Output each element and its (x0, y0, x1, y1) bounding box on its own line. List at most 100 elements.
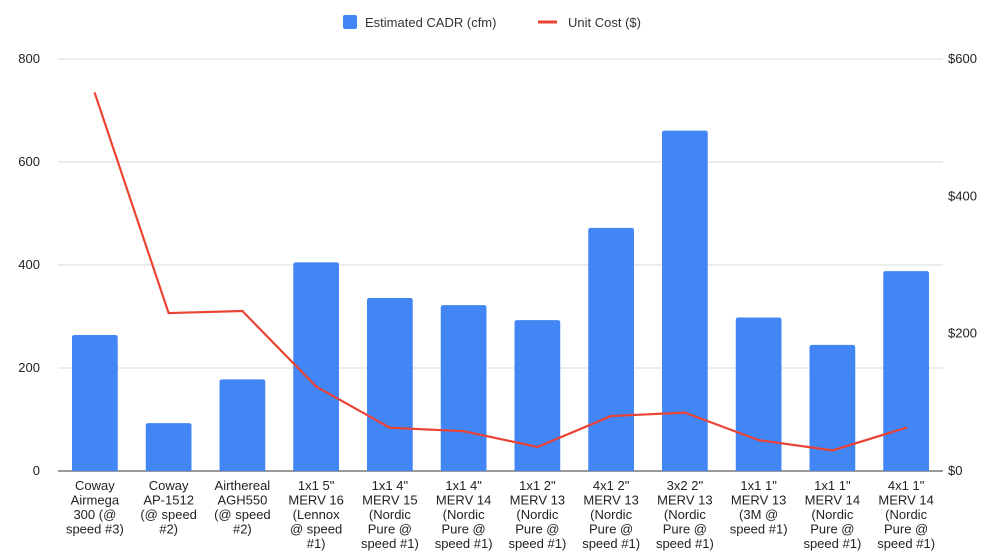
line-point[interactable] (536, 445, 539, 449)
left-axis-tick-label: 600 (18, 154, 40, 169)
bar[interactable] (145, 423, 192, 471)
category-label-line: speed #1) (361, 536, 419, 551)
category-label: 3x2 2" MERV 13 (Nordic Pure @ speed #1) (656, 478, 714, 551)
bar[interactable] (72, 335, 118, 471)
line-point[interactable] (757, 438, 760, 442)
category-label-line: speed #1) (730, 522, 788, 537)
bar[interactable] (514, 320, 561, 471)
right-axis-tick-label: $0 (948, 463, 962, 478)
bar[interactable] (293, 262, 339, 471)
category-label-line: speed #3) (66, 522, 124, 537)
category-label-line: MERV 15 (362, 493, 417, 508)
right-axis-tick-label: $600 (948, 51, 977, 66)
category-label-line: (Nordic (516, 507, 558, 522)
category-label-line: MERV 14 (805, 493, 860, 508)
line-point[interactable] (462, 429, 465, 433)
line-point[interactable] (831, 449, 834, 452)
category-label-line: speed #1) (508, 536, 566, 551)
category-label-line: MERV 13 (583, 493, 638, 508)
bar[interactable] (440, 305, 487, 471)
category-label-line: (Nordic (369, 507, 411, 522)
left-axis-tick-label: 400 (18, 257, 40, 272)
category-label-line: #1) (307, 536, 326, 551)
line-point[interactable] (388, 426, 392, 429)
bar[interactable] (367, 297, 413, 471)
category-label-line: Pure @ (515, 522, 559, 537)
category-label-line: (@ speed (140, 507, 197, 522)
category-label-line: speed #1) (877, 536, 935, 551)
bar[interactable] (883, 271, 929, 471)
category-label-line: MERV 16 (288, 493, 343, 508)
category-label-line: Coway (149, 478, 189, 493)
left-axis-tick-label: 0 (33, 463, 40, 478)
category-label-line: MERV 13 (510, 493, 565, 508)
category-label: 1x1 1" MERV 13 (3M @ speed #1) (730, 478, 788, 537)
category-label: 1x1 5" MERV 16 (Lennox @ speed #1) (288, 478, 343, 551)
category-label-line: speed #1) (656, 536, 714, 551)
left-axis-tick-label: 800 (18, 51, 40, 66)
category-label: 1x1 2" MERV 13 (Nordic Pure @ speed #1) (508, 478, 566, 551)
category-label-line: MERV 13 (657, 493, 712, 508)
legend-swatch-cadr (343, 15, 357, 29)
line-point[interactable] (167, 311, 170, 315)
category-label-line: MERV 14 (878, 493, 933, 508)
category-label: 1x1 4" MERV 14 (Nordic Pure @ speed #1) (435, 478, 493, 551)
category-label-line: (Nordic (885, 507, 927, 522)
left-axis-tick-label: 200 (18, 360, 40, 375)
category-label-line: 300 (@ (73, 507, 116, 522)
category-label-line: #2) (159, 522, 178, 537)
category-label-line: 4x1 2" (593, 478, 630, 493)
category-label-line: speed #1) (803, 536, 861, 551)
category-label-line: #2) (233, 522, 252, 537)
category-label: Coway Airmega 300 (@ speed #3) (66, 478, 124, 537)
category-label-line: 1x1 2" (519, 478, 556, 493)
bar[interactable] (735, 317, 782, 471)
right-axis-tick-label: $400 (948, 188, 977, 203)
line-point[interactable] (241, 309, 244, 313)
category-label-line: 1x1 1" (814, 478, 851, 493)
category-label-line: MERV 13 (731, 493, 786, 508)
category-label-line: Airthereal (215, 478, 271, 493)
category-label: 4x1 2" MERV 13 (Nordic Pure @ speed #1) (582, 478, 640, 551)
category-label-line: (3M @ (739, 507, 778, 522)
category-label-line: AP-1512 (143, 493, 194, 508)
line-point[interactable] (683, 411, 687, 414)
category-label-line: Pure @ (441, 522, 485, 537)
category-label-line: (Lennox (293, 507, 340, 522)
category-label-line: Pure @ (589, 522, 633, 537)
line-point[interactable] (93, 92, 97, 95)
category-label-line: AGH550 (217, 493, 267, 508)
category-label: Coway AP-1512 (@ speed #2) (140, 478, 197, 537)
category-label-line: 1x1 1" (740, 478, 777, 493)
category-label-line: MERV 14 (436, 493, 491, 508)
category-label-line: speed #1) (582, 536, 640, 551)
category-label-line: Pure @ (368, 522, 412, 537)
category-label: 1x1 4" MERV 15 (Nordic Pure @ speed #1) (361, 478, 419, 551)
category-label-line: (Nordic (811, 507, 853, 522)
bar[interactable] (588, 227, 634, 471)
line-point[interactable] (904, 426, 908, 429)
category-label-line: 1x1 4" (445, 478, 482, 493)
category-label-line: (@ speed (214, 507, 271, 522)
category-label-line: (Nordic (590, 507, 632, 522)
right-axis-tick-label: $200 (948, 326, 977, 341)
line-point[interactable] (609, 414, 613, 418)
category-label-line: 1x1 4" (372, 478, 409, 493)
bar[interactable] (809, 344, 856, 471)
category-label: 1x1 1" MERV 14 (Nordic Pure @ speed #1) (803, 478, 861, 551)
line-point[interactable] (314, 385, 318, 388)
unit-cost-line (93, 92, 907, 452)
category-label-line: @ speed (290, 522, 342, 537)
category-label-line: Airmega (71, 493, 120, 508)
bar[interactable] (219, 379, 266, 471)
category-label-line: 1x1 5" (298, 478, 335, 493)
category-label-line: Pure @ (810, 522, 854, 537)
legend-label-cost: Unit Cost ($) (568, 15, 641, 30)
category-label-line: 3x2 2" (667, 478, 704, 493)
category-label-line: (Nordic (664, 507, 706, 522)
category-label: 4x1 1" MERV 14 (Nordic Pure @ speed #1) (877, 478, 935, 551)
category-label-line: Pure @ (663, 522, 707, 537)
bar[interactable] (662, 130, 708, 471)
